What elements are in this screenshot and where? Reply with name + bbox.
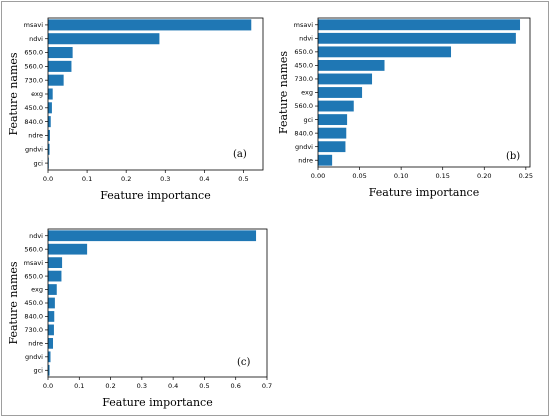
bar-exg (48, 88, 53, 100)
y-tick-label: ndre (28, 132, 43, 140)
x-tick-label: 0.2 (105, 382, 115, 390)
bar-560.0 (318, 100, 354, 112)
panel-2: msavi ndvi 650.0 450.0 730.0 exg 560.0 gci 840.0… (277, 17, 533, 199)
y-tick-label: 730.0 (24, 326, 43, 334)
x-tick-label: 0.3 (137, 382, 147, 390)
x-tick-label: 0.05 (352, 172, 366, 180)
x-tick-label: 0.1 (82, 175, 92, 183)
panel-3: ndvi 560.0 msavi 650.0 exg 450.0 840.0 730.0 ndr… (7, 228, 272, 409)
x-tick-label: 0.4 (199, 175, 209, 183)
y-axis-title: Feature names (7, 52, 20, 135)
y-tick-label: gndvi (25, 145, 43, 153)
y-tick-label: 650.0 (294, 48, 313, 56)
panel-label: (b) (506, 151, 520, 162)
bar-gndvi (48, 351, 51, 363)
x-tick-label: 0.10 (394, 172, 408, 180)
x-axis-title: Feature importance (100, 189, 210, 202)
x-tick-label: 0.2 (121, 175, 131, 183)
bar-730.0 (48, 74, 64, 86)
x-tick-label: 0.5 (199, 382, 209, 390)
bar-ndvi (48, 230, 257, 242)
y-tick-label: ndre (28, 340, 43, 348)
y-tick-label: exg (31, 286, 43, 294)
bar-msavi (48, 19, 252, 31)
bar-ndvi (48, 33, 160, 45)
y-tick-label: 840.0 (294, 129, 313, 137)
y-tick-label: ndvi (29, 35, 43, 43)
y-tick-label: exg (301, 89, 313, 97)
y-tick-label: 650.0 (24, 272, 43, 280)
bar-840.0 (318, 127, 347, 139)
x-tick-label: 0.1 (74, 382, 84, 390)
bar-450.0 (48, 102, 52, 114)
x-tick-label: 0.00 (311, 172, 325, 180)
x-tick-label: 0.7 (262, 382, 272, 390)
x-tick-label: 0.15 (435, 172, 449, 180)
bar-730.0 (318, 73, 373, 85)
bar-gndvi (318, 141, 346, 153)
y-tick-label: exg (31, 90, 43, 98)
panel-label: (c) (237, 357, 251, 368)
y-tick-label: 560.0 (24, 245, 43, 253)
x-tick-label: 0.25 (519, 172, 533, 180)
bar-exg (318, 87, 363, 98)
bar-ndre (48, 129, 50, 141)
x-tick-label: 0.0 (43, 175, 53, 183)
x-tick-label: 0.0 (43, 382, 53, 390)
x-tick-label: 0.6 (231, 382, 241, 390)
y-tick-label: msavi (294, 21, 314, 29)
y-tick-label: 450.0 (24, 299, 43, 307)
y-tick-label: 450.0 (294, 62, 313, 70)
y-tick-label: msavi (24, 21, 44, 29)
bar-650.0 (48, 47, 73, 59)
y-tick-label: ndvi (299, 35, 313, 43)
y-tick-label: 730.0 (294, 75, 313, 83)
bar-650.0 (48, 270, 62, 282)
y-tick-label: gci (33, 159, 43, 167)
bar-730.0 (48, 324, 54, 336)
y-tick-label: 560.0 (294, 102, 313, 110)
bar-450.0 (48, 297, 55, 309)
bar-msavi (48, 257, 63, 269)
bar-gci (318, 114, 348, 126)
y-tick-label: 650.0 (24, 49, 43, 57)
bar-ndvi (318, 32, 516, 44)
x-axis-title: Feature importance (102, 396, 212, 409)
y-axis-title: Feature names (277, 51, 290, 134)
y-tick-label: gci (303, 116, 313, 124)
bar-450.0 (318, 59, 385, 71)
bar-exg (48, 284, 57, 295)
y-tick-label: gndvi (295, 143, 313, 151)
y-tick-label: ndre (298, 156, 313, 164)
y-tick-label: 730.0 (24, 76, 43, 84)
bar-ndre (48, 337, 54, 349)
y-tick-label: ndvi (29, 232, 43, 240)
x-tick-label: 0.20 (477, 172, 491, 180)
y-tick-label: 560.0 (24, 63, 43, 71)
y-tick-label: msavi (24, 259, 44, 267)
x-tick-label: 0.4 (168, 382, 178, 390)
bar-560.0 (48, 60, 72, 72)
bar-ndre (318, 154, 333, 166)
y-axis-title: Feature names (7, 261, 20, 344)
bar-840.0 (48, 311, 55, 322)
bar-gndvi (48, 143, 50, 155)
y-tick-label: gndvi (25, 353, 43, 361)
y-tick-label: 840.0 (24, 313, 43, 321)
x-tick-label: 0.5 (238, 175, 248, 183)
bar-gci (48, 364, 50, 376)
y-tick-label: gci (33, 366, 43, 374)
bar-560.0 (48, 243, 88, 255)
x-axis-title: Feature importance (369, 186, 479, 199)
bar-650.0 (318, 46, 452, 58)
panel-1: msavi ndvi 650.0 560.0 730.0 exg 450.0 840.0 ndr… (7, 17, 264, 202)
y-tick-label: 450.0 (24, 104, 43, 112)
y-tick-label: 840.0 (24, 118, 43, 126)
panel-label: (a) (233, 149, 247, 160)
bar-msavi (318, 19, 521, 31)
x-tick-label: 0.3 (160, 175, 170, 183)
bar-840.0 (48, 116, 51, 128)
